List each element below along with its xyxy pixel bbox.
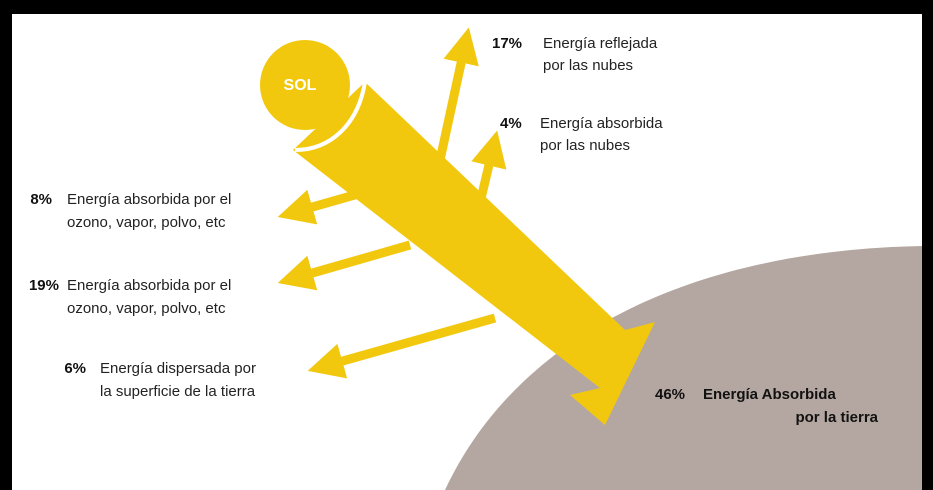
percent: 8% (30, 191, 52, 208)
sun-label: SOL (284, 77, 317, 94)
percent: 17% (492, 35, 522, 52)
diagram: SOL 17% Energía reflejada por las nubes … (0, 0, 933, 490)
flow-label: Energía absorbida por el (67, 277, 231, 294)
flow-label: ozono, vapor, polvo, etc (67, 300, 226, 317)
percent: 19% (29, 277, 59, 294)
percent: 6% (64, 360, 86, 377)
percent: 46% (655, 386, 685, 403)
flow-label: por las nubes (540, 137, 630, 154)
flow-label: Energía absorbida (540, 115, 663, 132)
flow-label: Energía absorbida por el (67, 191, 231, 208)
flow-label: Energía dispersada por (100, 360, 256, 377)
flow-label: la superficie de la tierra (100, 383, 256, 400)
flow-label: ozono, vapor, polvo, etc (67, 214, 226, 231)
flow-label: Energía Absorbida (703, 386, 836, 403)
percent: 4% (500, 115, 522, 132)
flow-label: Energía reflejada (543, 35, 658, 52)
flow-label: por las nubes (543, 57, 633, 74)
flow-label: por la tierra (795, 409, 878, 426)
